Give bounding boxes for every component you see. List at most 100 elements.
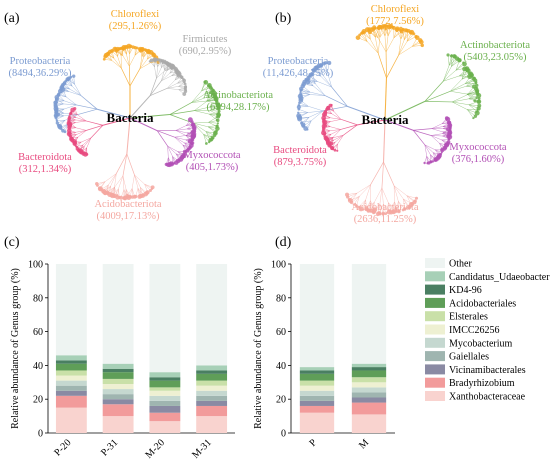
phylum-myxococcota-count: (405,1.73%) [186, 162, 239, 173]
phylum-bacteroidota-leaf [333, 148, 337, 152]
phylum-myxococcota-leaf [426, 162, 429, 165]
phylum-actinobacteriota-branch [209, 110, 220, 112]
legend-swatch [425, 311, 445, 322]
phylum-actinobacteriota-branch [194, 106, 210, 111]
bar-segment-acidobacteriales [351, 370, 387, 378]
phylum-acidobacteriota-count: (4009,17.13%) [97, 211, 160, 222]
phylum-proteobacteria-leaf [299, 92, 303, 96]
phylum-actinobacteriota-leaf [476, 108, 479, 111]
phylum-bacteroidota-name: Bacteroidota [273, 145, 327, 156]
phylum-bacteroidota-branch [357, 119, 386, 126]
x-tick-label: M [357, 437, 371, 451]
phylum-acidobacteriota-branch [359, 184, 371, 197]
phylum-proteobacteria-leaf [296, 113, 302, 119]
phylum-chloroflexi-branch [378, 37, 381, 54]
phylum-actinobacteriota-branch [451, 58, 459, 67]
phylum-acidobacteriota-branch [104, 173, 117, 182]
bar-segment-vicinamibacterales [149, 405, 181, 413]
phylum-actinobacteriota-branch [169, 110, 195, 115]
phylum-chloroflexi-leaf [135, 46, 139, 50]
phylum-proteobacteria-count: (8494,36.29%) [9, 68, 72, 79]
phylum-chloroflexi-branch [122, 55, 130, 67]
phylum-acidobacteriota-branch [365, 184, 371, 200]
phylum-acidobacteriota-branch [383, 161, 395, 186]
bar-segment-vicinamibacterales [102, 399, 134, 405]
y-tick-label: 20 [33, 395, 43, 406]
phylum-firmicutes-branch [167, 88, 179, 90]
phylum-actinobacteriota-leaf [215, 116, 218, 119]
phylum-chloroflexi-branch [407, 33, 414, 42]
y-tick-label: 80 [276, 293, 286, 304]
phylum-proteobacteria-branch [298, 105, 309, 107]
phylum-chloroflexi-branch [375, 28, 381, 38]
phylum-firmicutes-branch [161, 70, 168, 81]
phylum-myxococcota-name: Myxococcota [183, 150, 240, 161]
phylum-proteobacteria-branch [80, 95, 98, 110]
phylum-chloroflexi-leaf [391, 25, 396, 30]
phylum-chloroflexi-branch [386, 25, 389, 36]
phylum-actinobacteriota-branch [452, 94, 468, 103]
phylum-acidobacteriota-leaf [401, 208, 405, 212]
phylum-chloroflexi-leaf [420, 43, 424, 48]
legend-entry: Acidobacteriales [449, 298, 516, 309]
phylum-myxococcota-branch [384, 119, 414, 131]
phylum-actinobacteriota-leaf [204, 142, 208, 145]
phylum-bacteroidota-branch [333, 129, 341, 138]
phylum-actinobacteriota-leaf [446, 53, 450, 57]
phylum-chloroflexi-leaf [116, 48, 119, 52]
bar-segment-bradyrhizobium [196, 405, 228, 417]
phylum-firmicutes-branch [154, 66, 157, 79]
bar-segment-mycobacterium [149, 395, 181, 401]
phylum-firmicutes-branch [149, 87, 168, 97]
phylum-proteobacteria-branch [308, 106, 324, 112]
panel-label-d: (d) [275, 235, 292, 250]
phylum-myxococcota-branch [433, 152, 441, 155]
phylum-bacteroidota-branch [337, 135, 344, 145]
phylum-proteobacteria-branch [58, 93, 67, 98]
phylum-myxococcota-leaf [190, 120, 194, 124]
phylum-chloroflexi-branch [377, 37, 387, 53]
phylum-actinobacteriota-branch [466, 93, 476, 101]
bar-segment-kd4-96 [196, 370, 228, 374]
phylum-actinobacteriota-leaf [477, 99, 481, 104]
phylum-acidobacteriota-branch [114, 187, 118, 196]
phylum-bacteroidota-branch [335, 134, 344, 143]
phylum-proteobacteria-branch [310, 91, 326, 96]
legend-swatch [425, 297, 445, 308]
phylum-firmicutes-leaf [161, 61, 164, 64]
phylum-acidobacteriota-leaf [149, 189, 152, 192]
phylum-actinobacteriota-branch [384, 100, 426, 121]
phylum-acidobacteriota-leaf [352, 203, 356, 206]
phylum-firmicutes-leaf [183, 85, 188, 90]
phylum-proteobacteria-branch [325, 62, 328, 73]
bar-segment-kd4-96 [55, 360, 87, 364]
phylum-actinobacteriota-branch [193, 122, 209, 124]
phylum-actinobacteriota-leaf [216, 122, 219, 125]
phylum-firmicutes-leaf [182, 92, 187, 96]
bar-segment-other [196, 264, 228, 366]
phylum-proteobacteria-leaf [327, 60, 332, 66]
phylum-myxococcota-branch [430, 135, 440, 144]
phylum-proteobacteria-branch [300, 90, 311, 93]
x-tick-label: M-31 [190, 437, 214, 461]
legend-swatch [425, 324, 445, 335]
phylum-myxococcota-leaf [190, 135, 195, 141]
phylum-proteobacteria-branch [74, 84, 82, 96]
phylum-actinobacteriota-branch [467, 109, 476, 117]
phylum-proteobacteria-branch [97, 108, 131, 119]
phylum-myxococcota-leaf [191, 138, 195, 142]
phylum-actinobacteriota-leaf [209, 137, 214, 142]
bar-segment-elsterales [55, 370, 87, 376]
phylum-proteobacteria-branch [309, 76, 318, 82]
phylum-bacteroidota-branch [75, 130, 87, 133]
bar-segment-elsterales [299, 380, 335, 386]
phylum-actinobacteriota-branch [194, 101, 207, 111]
bar-segment-bradyrhizobium [102, 404, 134, 417]
phylum-bacteroidota-count: (312,1.34%) [19, 164, 72, 175]
phylum-proteobacteria-branch [64, 100, 77, 106]
phylum-chloroflexi-leaf [102, 57, 106, 61]
bar-segment-other [351, 264, 387, 364]
bar-segment-acidobacteriales [299, 373, 335, 381]
phylum-bacteroidota-branch [329, 129, 341, 131]
phylum-actinobacteriota-branch [447, 54, 450, 66]
